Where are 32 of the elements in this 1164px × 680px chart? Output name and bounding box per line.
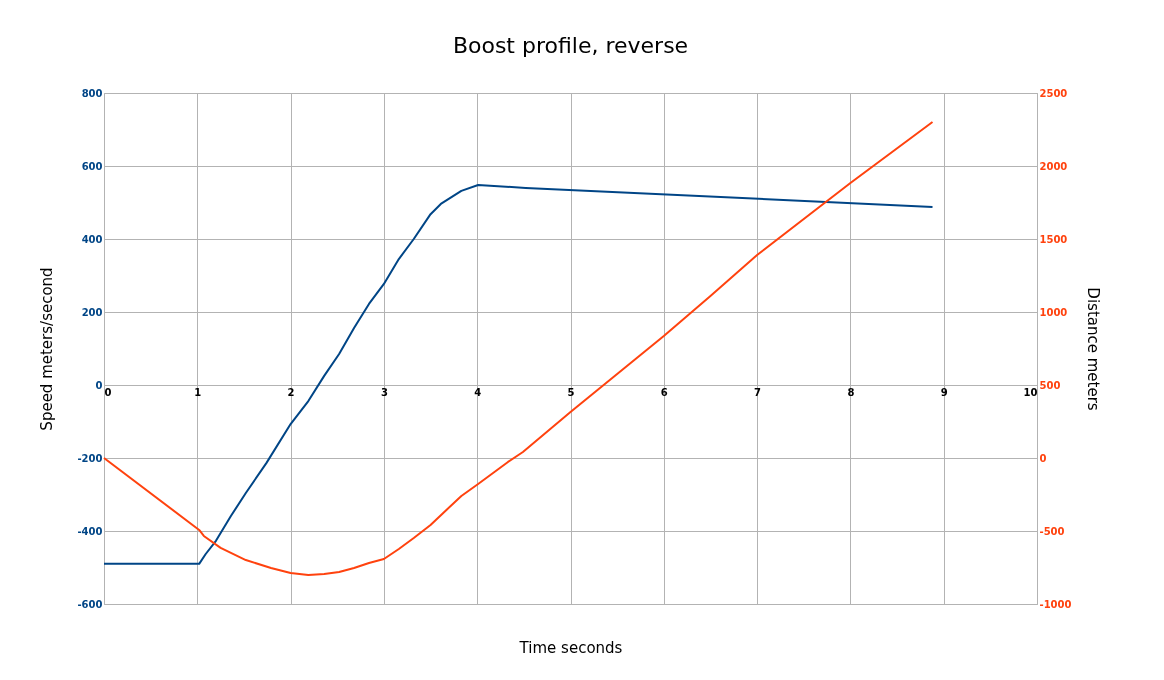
y2-tick-label: -500 (1039, 525, 1065, 537)
x-tick-label: 0 (104, 386, 112, 398)
y2-tick-label: -1000 (1039, 598, 1072, 610)
x-tick-label: 5 (567, 386, 575, 398)
x-tick-label: 10 (1023, 386, 1038, 398)
x-axis-title: Time seconds (518, 638, 623, 657)
x-tick-label: 3 (380, 386, 388, 398)
y-tick-label: 400 (81, 233, 103, 245)
y2-tick-label: 1500 (1039, 233, 1068, 245)
x-tick-label: 7 (754, 386, 762, 398)
y-tick-label: 800 (81, 87, 103, 99)
y-tick-label: -400 (77, 525, 103, 537)
y2-tick-label: 2000 (1039, 160, 1068, 172)
y2-tick-label: 500 (1039, 379, 1061, 391)
x-tick-label: 4 (474, 386, 482, 398)
line-series (103, 121, 934, 576)
y-tick-label: 600 (81, 160, 103, 172)
y-axis-title: Speed meters/second (38, 267, 57, 431)
y2-axis-title: Distance meters (1084, 287, 1103, 411)
y-tick-label: -200 (77, 452, 103, 464)
x-tick-label: 6 (660, 386, 668, 398)
y2-tick-label: 0 (1039, 452, 1047, 464)
y2-tick-label: 1000 (1039, 306, 1068, 318)
chart-title: Boost profile, reverse (452, 33, 689, 58)
x-tick-label: 8 (847, 386, 855, 398)
y2-tick-label: 2500 (1039, 87, 1068, 99)
y-tick-label: -600 (77, 598, 103, 610)
x-tick-label: 1 (194, 386, 202, 398)
y-tick-label: 200 (81, 306, 103, 318)
x-tick-label: 2 (287, 386, 295, 398)
x-tick-label: 9 (940, 386, 948, 398)
line-series (103, 183, 934, 565)
